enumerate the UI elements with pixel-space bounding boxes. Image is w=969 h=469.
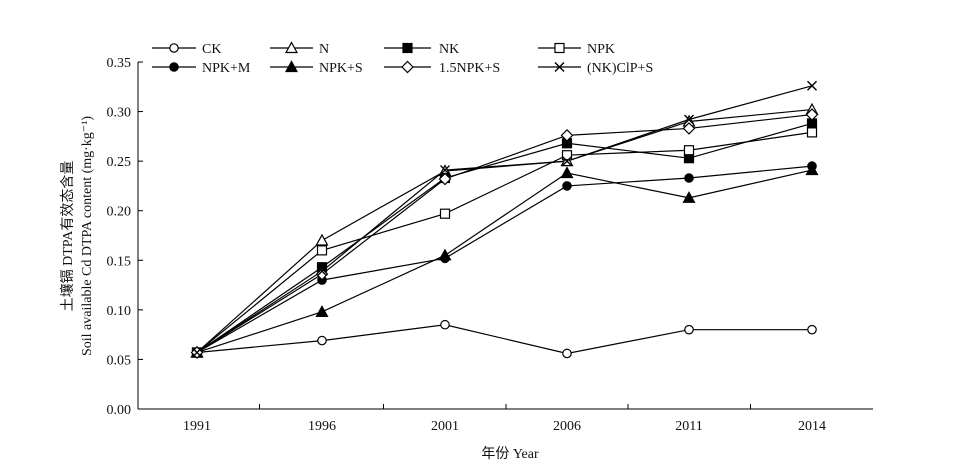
- y-tick-label: 0.30: [107, 106, 132, 121]
- data-point-ck: [807, 324, 817, 335]
- data-point-npk-s: [315, 305, 329, 317]
- series-lines: [196, 85, 813, 355]
- series-line-npk-m: [196, 165, 813, 354]
- series-line-1-5npk-s: [196, 113, 813, 353]
- x-axis-title: 年份 Year: [481, 446, 539, 462]
- data-point-nk-clp-s: [807, 80, 817, 91]
- series-markers: [190, 80, 819, 359]
- legend-marker-npk-s: [284, 60, 299, 73]
- y-tick-label: 0.20: [107, 205, 132, 220]
- legend-label-npk-s: NPK+S: [319, 61, 363, 76]
- legend-label-n: N: [319, 42, 329, 57]
- legend-label-npk-m: NPK+M: [202, 61, 251, 76]
- data-point-1-5npk-s: [315, 267, 329, 281]
- y-tick-label: 0.05: [107, 353, 132, 368]
- legend-marker-nk-clp-s: [554, 62, 565, 72]
- x-marker-stroke: [554, 62, 565, 72]
- y-tick-label: 0.15: [107, 254, 132, 269]
- x-tick-label: 2011: [675, 419, 702, 434]
- data-point-npk: [683, 145, 695, 156]
- legend-marker-nk: [402, 42, 413, 54]
- y-tick-label: 0.10: [107, 304, 132, 319]
- data-point-ck: [440, 319, 450, 330]
- data-point-1-5npk-s: [682, 122, 696, 135]
- x-marker-stroke: [440, 165, 450, 176]
- y-axis-title-en: Soil available Cd DTPA content (mg·kg⁻¹): [80, 116, 95, 356]
- data-point-ck: [562, 348, 572, 359]
- data-point-nk-clp-s: [317, 266, 327, 277]
- data-point-ck: [317, 335, 327, 346]
- data-point-ck: [684, 324, 694, 335]
- data-point-npk-s: [805, 163, 819, 176]
- data-point-nk-clp-s: [440, 165, 450, 176]
- x-tick-label: 2001: [431, 419, 459, 434]
- x-ticks: 1991 1996 2001 2006 2011 2014: [183, 404, 826, 434]
- x-tick-label: 2006: [553, 419, 581, 434]
- legend-label-ck: CK: [202, 42, 221, 57]
- data-point-nk-clp-s: [562, 156, 572, 167]
- data-point-npk-s: [438, 248, 452, 261]
- legend-label-nk-clp-s: (NK)ClP+S: [587, 61, 653, 76]
- y-tick-label: 0.25: [107, 155, 132, 170]
- x-tick-label: 1996: [308, 419, 336, 434]
- data-point-nk-clp-s: [684, 114, 694, 125]
- data-point-npk-s: [682, 191, 696, 203]
- x-marker-stroke: [684, 114, 694, 125]
- series-line-npk-s: [196, 169, 813, 354]
- data-point-npk-s: [560, 166, 574, 179]
- legend-label-1-5npk-s: 1.5NPK+S: [439, 61, 500, 76]
- data-point-npk-m: [562, 181, 572, 191]
- data-point-1-5npk-s: [805, 108, 819, 121]
- x-tick-label: 2014: [798, 419, 826, 434]
- legend-marker-npk: [554, 42, 565, 54]
- legend-marker-1-5npk-s: [401, 60, 414, 74]
- legend: CK N NK NPK NPK+M NPK+S 1.5NPK+S (NK)ClP+S: [152, 41, 653, 76]
- x-marker-stroke: [562, 156, 572, 167]
- y-axis-title-cn: 土壤镉 DTPA有效态含量: [59, 161, 76, 312]
- data-point-npk: [316, 245, 328, 256]
- legend-label-nk: NK: [439, 42, 459, 57]
- x-marker-stroke: [317, 266, 327, 277]
- series-line-nk-clp-s: [196, 85, 813, 353]
- y-tick-label: 0.00: [107, 403, 132, 418]
- series-line-nk: [196, 122, 813, 353]
- legend-marker-npk-m: [169, 62, 179, 72]
- series-line-npk: [196, 131, 813, 353]
- y-tick-label: 0.35: [107, 56, 132, 71]
- legend-marker-ck: [169, 43, 179, 53]
- data-point-nk-clp-s: [192, 347, 202, 358]
- data-point-npk: [439, 208, 451, 219]
- data-point-npk: [806, 127, 818, 138]
- x-tick-label: 1991: [183, 419, 211, 434]
- data-point-1-5npk-s: [438, 172, 452, 186]
- data-point-npk: [561, 150, 573, 161]
- series-line-ck: [196, 324, 812, 355]
- x-marker-stroke: [807, 80, 817, 91]
- y-ticks: 0.00 0.05 0.10 0.15 0.20 0.25 0.30 0.35: [107, 56, 143, 418]
- data-point-1-5npk-s: [560, 129, 574, 142]
- data-point-n: [315, 233, 329, 246]
- legend-label-npk: NPK: [587, 42, 615, 57]
- x-marker-stroke: [192, 347, 202, 358]
- legend-marker-n: [284, 41, 299, 54]
- data-point-npk-m: [684, 173, 694, 183]
